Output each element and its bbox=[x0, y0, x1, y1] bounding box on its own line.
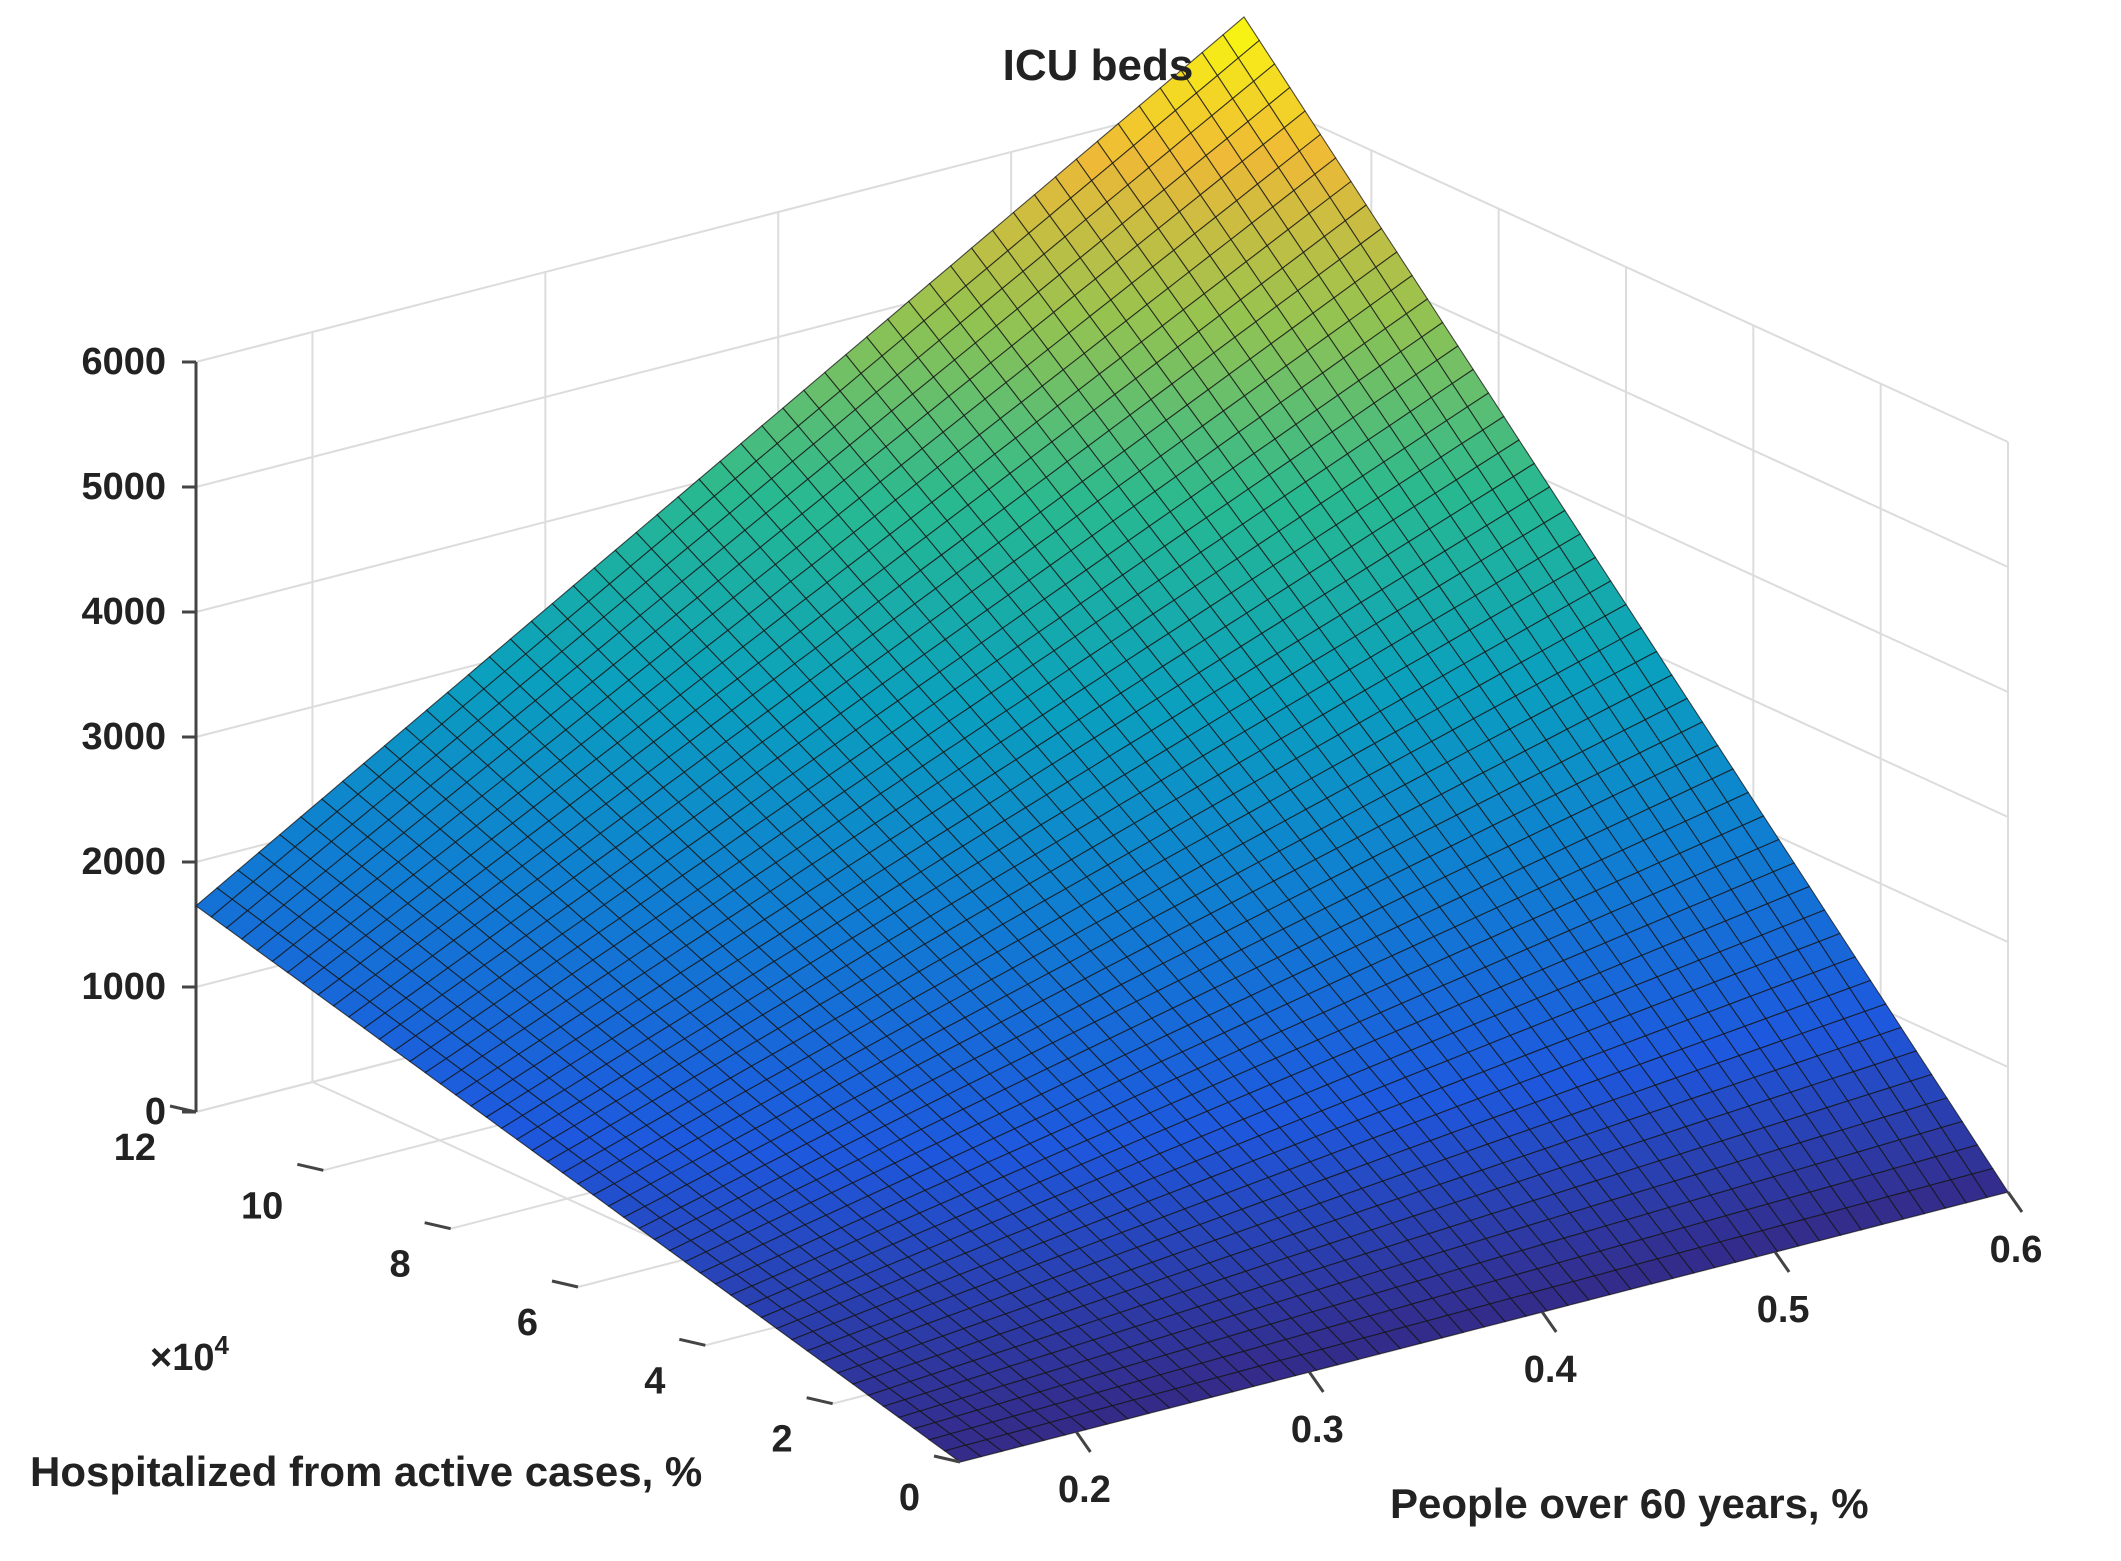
y-tick bbox=[169, 1104, 197, 1114]
y-tick-label: 4 bbox=[644, 1360, 665, 1402]
y-tick-label: 0 bbox=[899, 1477, 920, 1519]
z-tick-label: 0 bbox=[145, 1091, 166, 1133]
z-tick-label: 6000 bbox=[81, 341, 166, 383]
x-tick bbox=[1540, 1311, 1558, 1333]
x-tick-label: 0.3 bbox=[1291, 1409, 1344, 1451]
x-axis-label: People over 60 years, % bbox=[1390, 1480, 1869, 1527]
y-tick bbox=[424, 1221, 452, 1231]
surface-mesh bbox=[195, 16, 2009, 1463]
y-tick-label: 12 bbox=[114, 1127, 156, 1169]
x-tick bbox=[1075, 1431, 1092, 1453]
y-tick-label: 6 bbox=[517, 1302, 538, 1344]
y-axis-multiplier: ×104 bbox=[150, 1330, 229, 1379]
y-tick bbox=[551, 1279, 579, 1289]
y-tick bbox=[296, 1162, 324, 1172]
chart-title: ICU beds bbox=[1003, 41, 1194, 90]
z-tick-label: 2000 bbox=[81, 841, 166, 883]
x-tick-label: 0.2 bbox=[1058, 1469, 1111, 1511]
x-tick-label: 0.4 bbox=[1524, 1349, 1577, 1391]
z-tick-label: 4000 bbox=[81, 591, 166, 633]
z-tick-label: 5000 bbox=[81, 466, 166, 508]
y-multiplier-base: ×10 bbox=[150, 1337, 214, 1379]
z-tick-label: 3000 bbox=[81, 716, 166, 758]
y-tick bbox=[806, 1396, 834, 1406]
y-tick bbox=[933, 1454, 961, 1464]
tick-labels: 0 1000 2000 3000 4000 5000 6000 0 2 4 6 8 10 12 0.2 0.3… bbox=[81, 341, 2042, 1519]
y-multiplier-exponent: 4 bbox=[214, 1330, 229, 1360]
tick-marks bbox=[169, 360, 2024, 1464]
x-tick bbox=[1773, 1251, 1791, 1273]
y-tick-label: 2 bbox=[772, 1419, 793, 1461]
y-tick-label: 10 bbox=[241, 1185, 283, 1227]
x-tick-label: 0.5 bbox=[1757, 1289, 1810, 1331]
surface-cell bbox=[943, 1444, 983, 1463]
x-tick-label: 0.6 bbox=[1990, 1229, 2043, 1271]
x-tick bbox=[1308, 1371, 1325, 1393]
x-tick bbox=[2006, 1191, 2024, 1213]
y-tick bbox=[678, 1337, 706, 1347]
y-axis-label: Hospitalized from active cases, % bbox=[30, 1448, 702, 1495]
y-tick-label: 8 bbox=[390, 1244, 411, 1286]
z-tick-label: 1000 bbox=[81, 966, 166, 1008]
